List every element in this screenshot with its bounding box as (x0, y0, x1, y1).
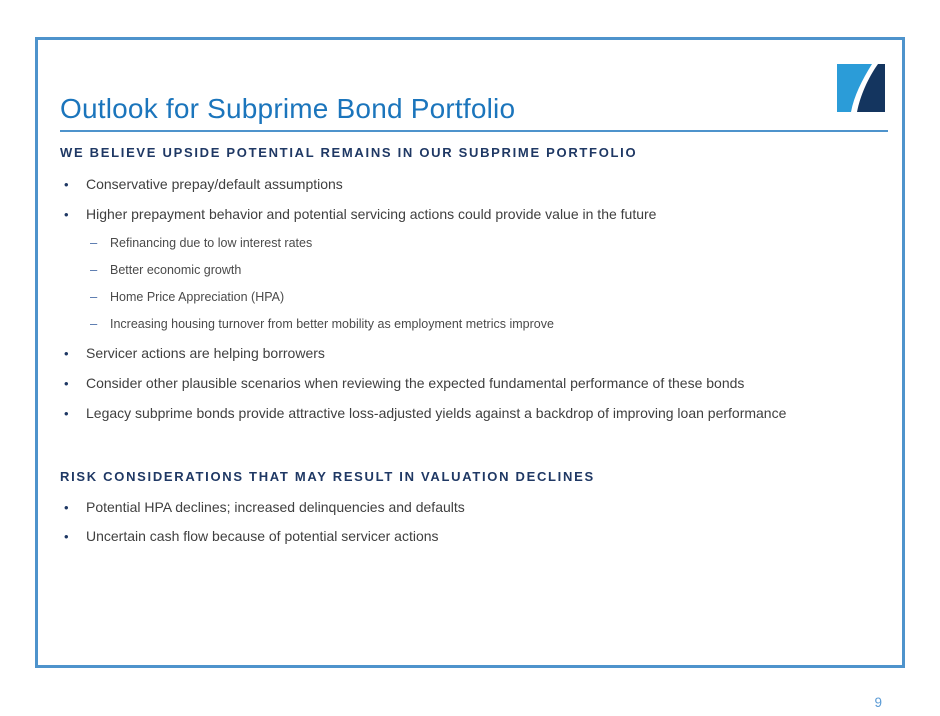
bullet-text: Legacy subprime bonds provide attractive… (86, 405, 787, 421)
bullet-item: • Potential HPA declines; increased delin… (60, 499, 888, 516)
slide-frame: Outlook for Subprime Bond Portfolio WE B… (35, 37, 905, 710)
bullet-dot-icon: • (64, 346, 69, 361)
bullet-dot-icon: • (64, 529, 69, 544)
bullet-list: • Conservative prepay/default assumptions… (60, 176, 888, 422)
bullet-text: Servicer actions are helping borrowers (86, 345, 325, 361)
section-risk-considerations: RISK CONSIDERATIONS THAT MAY RESULT IN V… (60, 469, 888, 545)
bullet-dot-icon: • (64, 406, 69, 421)
bullet-item: • Conservative prepay/default assumptions (60, 176, 888, 193)
sub-bullet-text: Increasing housing turnover from better … (110, 317, 554, 331)
company-swoosh-logo-icon (837, 64, 885, 112)
section-upside-potential: WE BELIEVE UPSIDE POTENTIAL REMAINS IN O… (60, 145, 888, 422)
bullet-text: Potential HPA declines; increased delinq… (86, 499, 465, 515)
bullet-list: • Potential HPA declines; increased delin… (60, 499, 888, 545)
section-heading: WE BELIEVE UPSIDE POTENTIAL REMAINS IN O… (60, 145, 638, 160)
bullet-dot-icon: • (64, 376, 69, 391)
bullet-dot-icon: • (64, 207, 69, 222)
bullet-text: Conservative prepay/default assumptions (86, 176, 343, 192)
sub-bullet-text: Home Price Appreciation (HPA) (110, 290, 285, 304)
bullet-dot-icon: • (64, 177, 69, 192)
sub-bullet-item: – Home Price Appreciation (HPA) (60, 289, 888, 304)
sub-bullet-item: – Better economic growth (60, 262, 888, 277)
sub-bullet-item: – Increasing housing turnover from better… (60, 316, 888, 331)
title-divider (60, 130, 888, 132)
bullet-item: • Servicer actions are helping borrowers (60, 345, 888, 362)
page-title: Outlook for Subprime Bond Portfolio (60, 93, 516, 124)
bullet-text: Consider other plausible scenarios when … (86, 375, 745, 391)
bullet-dot-icon: • (64, 500, 69, 515)
bullet-text: Uncertain cash flow because of potential… (86, 528, 439, 544)
page-number: 9 (874, 695, 882, 710)
slide-content: Outlook for Subprime Bond Portfolio WE B… (38, 91, 902, 716)
sub-bullet-list: – Refinancing due to low interest rates – B… (60, 235, 888, 331)
sub-bullet-item: – Refinancing due to low interest rates (60, 235, 888, 250)
bullet-text: Higher prepayment behavior and potential… (86, 206, 657, 222)
section-heading: RISK CONSIDERATIONS THAT MAY RESULT IN V… (60, 469, 595, 484)
sub-bullet-text: Refinancing due to low interest rates (110, 236, 313, 250)
dash-icon: – (90, 235, 98, 250)
bullet-item: • Legacy subprime bonds provide attractiv… (60, 405, 888, 422)
dash-icon: – (90, 262, 98, 277)
sub-bullet-text: Better economic growth (110, 263, 242, 277)
bullet-item: • Higher prepayment behavior and potentia… (60, 206, 888, 223)
dash-icon: – (90, 289, 98, 304)
bullet-item: • Consider other plausible scenarios when… (60, 375, 888, 392)
bullet-item: • Uncertain cash flow because of potentia… (60, 528, 888, 545)
dash-icon: – (90, 316, 98, 331)
